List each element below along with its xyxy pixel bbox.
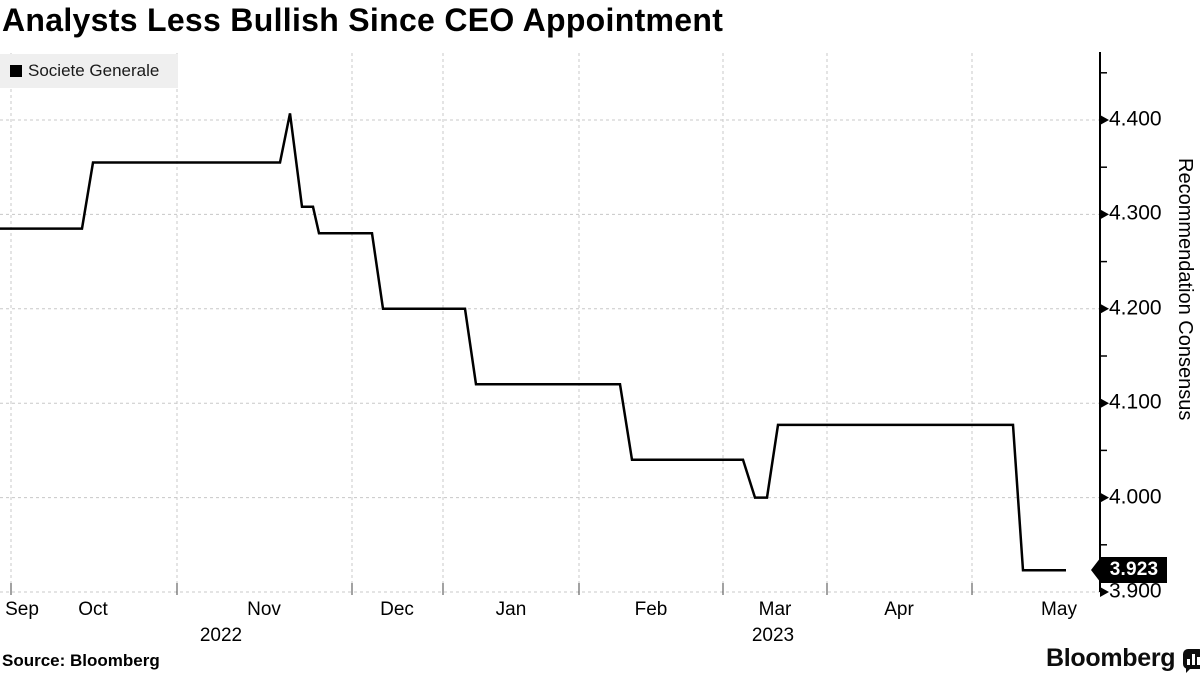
x-tick-label: Nov: [247, 599, 281, 620]
bar-chart-icon: [1183, 648, 1200, 673]
legend-series-label: Societe Generale: [28, 61, 160, 80]
legend: Societe Generale: [0, 54, 178, 88]
y-tick-label: 3.900: [1109, 579, 1162, 603]
x-tick-label: Oct: [78, 599, 108, 620]
x-tick-label: Apr: [884, 599, 914, 620]
tag-arrow-icon: [1091, 557, 1101, 584]
y-tick-label: 4.200: [1109, 296, 1162, 320]
y-tick-label: 4.100: [1109, 390, 1162, 414]
y-axis-title: Recommendation Consensus: [1174, 158, 1196, 421]
series-color-swatch: [10, 65, 22, 77]
x-tick-label: Feb: [634, 599, 668, 620]
bloomberg-wordmark: Bloomberg: [1046, 644, 1176, 672]
y-tick-label: 4.300: [1109, 201, 1162, 225]
x-tick-label: Mar: [758, 599, 792, 620]
y-tick-label: 4.400: [1109, 107, 1162, 131]
x-tick-label: Jan: [495, 599, 527, 620]
source-note: Source: Bloomberg: [2, 651, 160, 670]
x-year-label: 2022: [199, 625, 243, 646]
chart-title: Analysts Less Bullish Since CEO Appointm…: [2, 2, 724, 38]
y-tick-label: 4.000: [1109, 485, 1162, 509]
x-tick-label: May: [1041, 599, 1077, 620]
x-tick-label: Dec: [380, 599, 414, 620]
x-tick-label: Sep: [5, 599, 39, 620]
last-value-tag: 3.923: [1091, 557, 1167, 584]
last-value-label: 3.923: [1109, 559, 1159, 581]
bloomberg-logo: Bloomberg: [1046, 644, 1200, 673]
x-year-label: 2023: [751, 625, 795, 646]
